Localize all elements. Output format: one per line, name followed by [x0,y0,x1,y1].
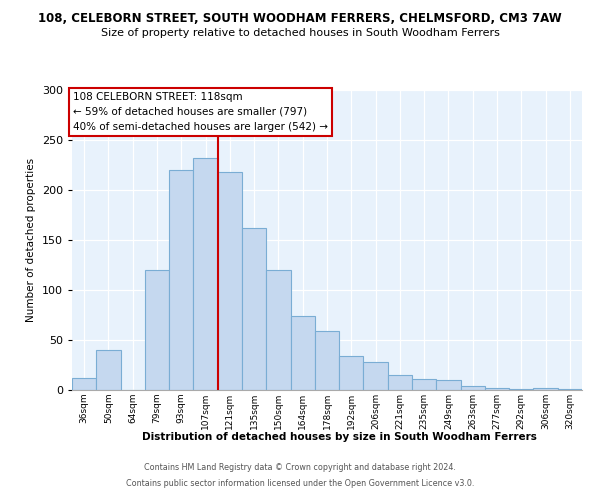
Bar [461,386,485,390]
Bar [388,375,412,390]
Bar [193,158,218,390]
Bar [315,331,339,390]
Bar [72,378,96,390]
Text: Size of property relative to detached houses in South Woodham Ferrers: Size of property relative to detached ho… [101,28,499,38]
Bar [96,350,121,390]
Bar [364,362,388,390]
Bar [218,172,242,390]
Bar [290,316,315,390]
Bar [242,228,266,390]
Bar [558,389,582,390]
Text: Contains public sector information licensed under the Open Government Licence v3: Contains public sector information licen… [126,478,474,488]
Bar [509,389,533,390]
Y-axis label: Number of detached properties: Number of detached properties [26,158,36,322]
Bar [266,270,290,390]
Bar [533,388,558,390]
Text: Distribution of detached houses by size in South Woodham Ferrers: Distribution of detached houses by size … [142,432,536,442]
Text: 108, CELEBORN STREET, SOUTH WOODHAM FERRERS, CHELMSFORD, CM3 7AW: 108, CELEBORN STREET, SOUTH WOODHAM FERR… [38,12,562,26]
Bar [436,380,461,390]
Bar [145,270,169,390]
Bar [485,388,509,390]
Text: Contains HM Land Registry data © Crown copyright and database right 2024.: Contains HM Land Registry data © Crown c… [144,464,456,472]
Bar [169,170,193,390]
Text: 108 CELEBORN STREET: 118sqm
← 59% of detached houses are smaller (797)
40% of se: 108 CELEBORN STREET: 118sqm ← 59% of det… [73,92,328,132]
Bar [339,356,364,390]
Bar [412,379,436,390]
